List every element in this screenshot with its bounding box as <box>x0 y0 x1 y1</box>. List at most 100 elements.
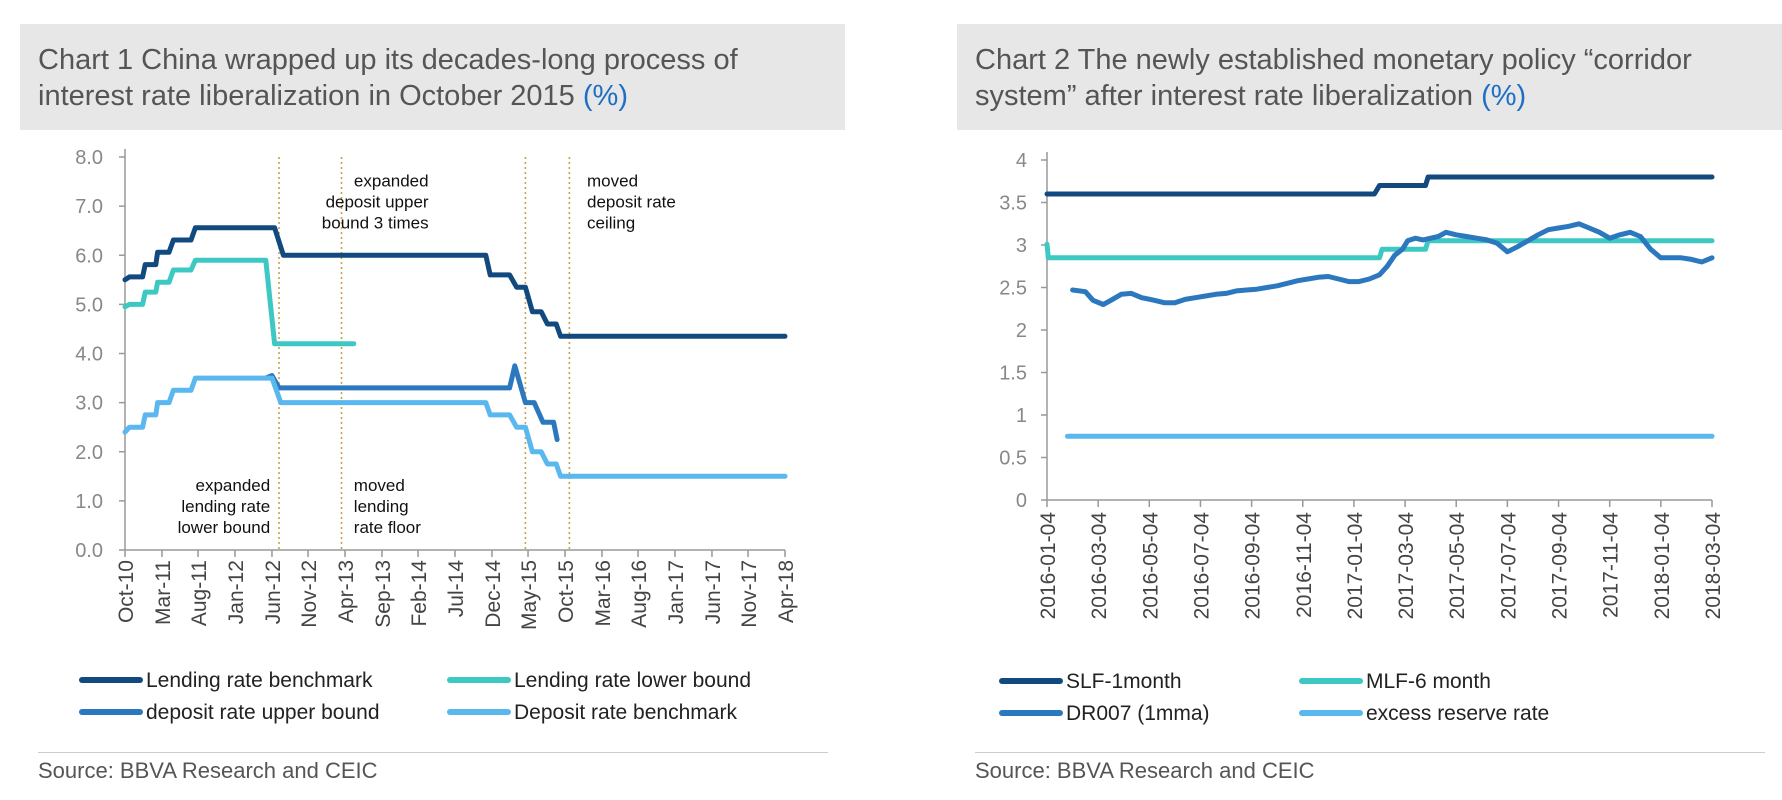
x-tick-label: 2017-05-04 <box>1446 512 1469 620</box>
x-tick-label: Apr-13 <box>335 560 358 623</box>
legend-label: Lending rate lower bound <box>514 669 751 692</box>
chart-title: Chart 1 China wrapped up its decades-lon… <box>20 24 845 130</box>
chart-title: Chart 2 The newly established monetary p… <box>957 24 1782 130</box>
x-tick-label: 2016-11-04 <box>1293 512 1316 618</box>
legend-label: DR007 (1mma) <box>1066 702 1210 725</box>
chart-panel-2: Chart 2 The newly established monetary p… <box>937 0 1782 800</box>
x-tick-label: 2017-11-04 <box>1600 512 1623 618</box>
x-tick-label: Jan-17 <box>665 560 688 624</box>
y-tick-label: 4.0 <box>75 344 103 366</box>
annotation: moved lending rate floor <box>354 476 421 537</box>
x-tick-label: Oct-15 <box>555 560 578 623</box>
y-tick-label: 5.0 <box>75 294 103 316</box>
chart-title-text: Chart 1 China wrapped up its decades-lon… <box>38 44 738 112</box>
x-tick-label: Jun-17 <box>702 560 725 624</box>
annotation-line: deposit rate <box>587 192 676 211</box>
annotation-line: expanded <box>196 476 271 495</box>
y-tick-label: 2.5 <box>999 278 1027 300</box>
x-tick-label: 2018-01-04 <box>1651 512 1674 620</box>
y-tick-label: 1 <box>1016 405 1027 427</box>
x-tick-label: 2017-09-04 <box>1549 512 1572 620</box>
series-line-3 <box>1070 221 1715 307</box>
x-tick-label: Oct-10 <box>115 560 138 623</box>
annotation-line: lower bound <box>178 518 271 537</box>
y-tick-label: 4 <box>1016 150 1027 172</box>
x-tick-label: Apr-18 <box>775 560 798 623</box>
x-tick-label: Mar-16 <box>592 560 615 627</box>
annotation-line: deposit upper <box>326 192 429 211</box>
line-chart-1: 0.0 1.0 2.0 3.0 4.0 5.0 6.0 7.0 8.0 Oct-10 Mar-11 A… <box>75 147 798 724</box>
x-tick-label: 2017-03-04 <box>1395 512 1418 620</box>
x-tick-label: 2018-03-04 <box>1702 512 1725 620</box>
source-note: Source: BBVA Research and CEIC <box>38 758 378 783</box>
x-tick-label: Mar-11 <box>152 560 175 625</box>
x-tick-label: Sep-13 <box>372 560 395 628</box>
legend-label: SLF-1month <box>1066 670 1182 693</box>
y-tick-label: 8.0 <box>75 147 103 169</box>
legend-label: deposit rate upper bound <box>146 701 380 724</box>
x-tick-label: Aug-11 <box>188 560 211 626</box>
series-line-2 <box>1044 238 1715 261</box>
y-tick-label: 0.0 <box>75 540 103 562</box>
annotation-line: moved <box>354 476 405 495</box>
line-chart-2: 0 0.5 1 1.5 2 2.5 3 3.5 4 2016-01-04 2016-03-04 201… <box>999 150 1725 725</box>
legend-item: Deposit rate benchmark <box>447 701 737 724</box>
annotation-line: rate floor <box>354 518 421 537</box>
source-divider <box>975 752 1765 753</box>
y-tick-label: 2 <box>1016 320 1027 342</box>
x-tick-label: 2017-07-04 <box>1497 512 1520 620</box>
chart-title-unit: (%) <box>582 80 628 112</box>
x-tick-label: 2016-01-04 <box>1037 512 1060 620</box>
annotation-line: moved <box>587 171 638 190</box>
legend-item: DR007 (1mma) <box>999 702 1210 725</box>
source-note: Source: BBVA Research and CEIC <box>975 758 1315 783</box>
x-tick-label: 2016-05-04 <box>1139 512 1162 620</box>
y-tick-label: 0.5 <box>999 448 1027 470</box>
y-tick-label: 0 <box>1016 490 1027 512</box>
annotation: moved deposit rate ceiling <box>587 171 676 232</box>
y-tick-label: 3.0 <box>75 393 103 415</box>
source-divider <box>38 752 828 753</box>
legend-item: Lending rate lower bound <box>447 669 751 692</box>
legend-label: Deposit rate benchmark <box>514 701 737 724</box>
series-line-2 <box>122 257 357 347</box>
annotation-line: ceiling <box>587 213 635 232</box>
y-tick-label: 3.5 <box>999 193 1027 215</box>
y-tick-label: 3 <box>1016 235 1027 257</box>
legend-label: excess reserve rate <box>1366 702 1549 725</box>
x-tick-label: Jan-12 <box>225 560 248 624</box>
legend-label: MLF-6 month <box>1366 670 1491 693</box>
x-tick-label: Aug-16 <box>628 560 651 628</box>
x-tick-label: 2016-03-04 <box>1088 512 1111 620</box>
x-tick-label: 2016-09-04 <box>1242 512 1265 620</box>
annotation-line: expanded <box>354 171 429 190</box>
annotation-line: lending rate <box>181 497 270 516</box>
x-tick-label: Jul-14 <box>445 560 468 618</box>
x-tick-label: Dec-14 <box>482 560 505 628</box>
x-tick-label: Feb-14 <box>408 560 431 627</box>
x-tick-label: 2017-01-04 <box>1344 512 1367 620</box>
legend-item: MLF-6 month <box>1299 670 1491 693</box>
legend-item: excess reserve rate <box>1299 702 1549 725</box>
annotation-line: lending <box>354 497 409 516</box>
legend-label: Lending rate benchmark <box>146 669 373 692</box>
x-tick-label: Nov-17 <box>738 560 761 628</box>
annotation-line: bound 3 times <box>322 213 429 232</box>
chart-panel-1: Chart 1 China wrapped up its decades-lon… <box>0 0 845 800</box>
annotation: expanded lending rate lower bound <box>178 476 271 537</box>
x-tick-label: Jun-12 <box>262 560 285 624</box>
legend-item: SLF-1month <box>999 670 1182 693</box>
chart-title-unit: (%) <box>1481 80 1527 112</box>
series-line-1 <box>1044 174 1715 197</box>
y-tick-label: 6.0 <box>75 245 103 267</box>
annotation: expanded deposit upper bound 3 times <box>322 171 429 232</box>
x-tick-label: May-15 <box>518 560 541 630</box>
y-tick-label: 2.0 <box>75 442 103 464</box>
x-tick-label: 2016-07-04 <box>1190 512 1213 620</box>
chart-title-text: Chart 2 The newly established monetary p… <box>975 44 1692 112</box>
y-tick-label: 1.0 <box>75 491 103 513</box>
legend-item: Lending rate benchmark <box>79 669 373 692</box>
y-tick-label: 7.0 <box>75 196 103 218</box>
series-line-4 <box>122 375 788 479</box>
y-tick-label: 1.5 <box>999 363 1027 385</box>
